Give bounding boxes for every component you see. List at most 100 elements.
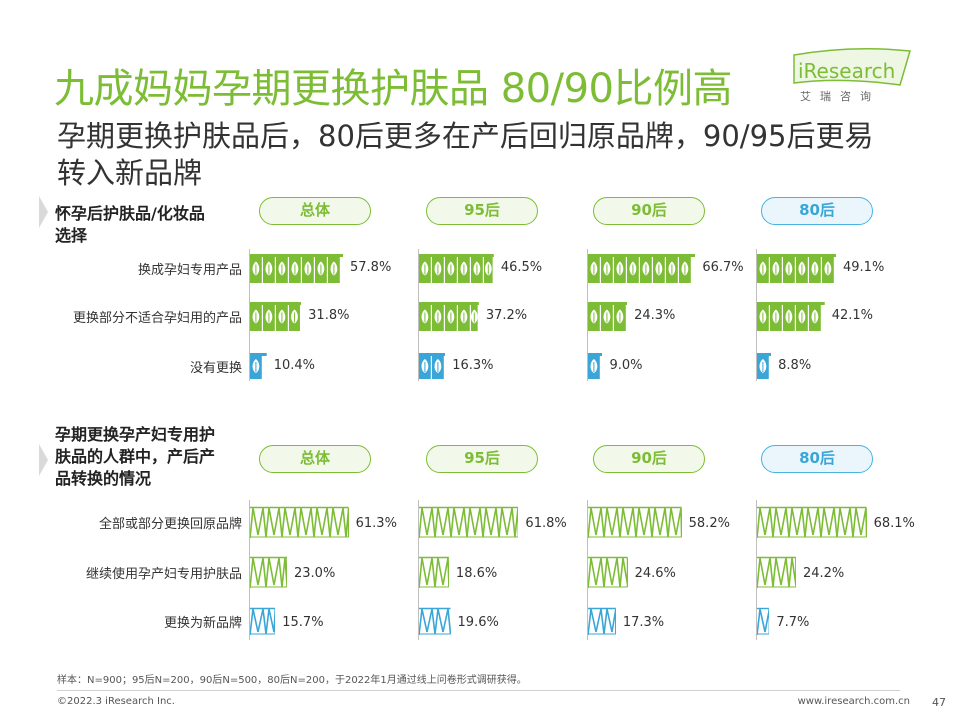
axis-line	[587, 500, 588, 640]
bar-mark	[250, 556, 287, 588]
bar-top-band	[419, 301, 479, 305]
data-label: 61.8%	[525, 516, 567, 531]
bar-mark	[757, 253, 836, 283]
bar-top-band	[588, 253, 696, 257]
data-label: 10.4%	[273, 358, 316, 373]
category-label: 全部或部分更换回原品牌	[98, 517, 242, 532]
group-pill: 95后	[426, 445, 538, 473]
copyright: ©2022.3 iResearch Inc.	[57, 696, 175, 707]
axis-line	[756, 249, 757, 381]
wave-line	[588, 608, 616, 635]
axis-line	[418, 500, 419, 640]
wave-line	[419, 507, 519, 538]
bar-mark	[588, 607, 616, 635]
bar-mark	[419, 556, 449, 588]
group-pill: 90后	[593, 445, 705, 473]
data-label: 7.7%	[776, 615, 810, 630]
data-label: 24.6%	[634, 566, 676, 581]
wave-line	[588, 507, 682, 538]
bar-mark	[419, 506, 519, 538]
logo-wordmark: iResearch	[798, 59, 896, 83]
footnote: 样本：N=900；95后N=200，90后N=500，80后N=200，于202…	[57, 675, 527, 686]
section1-label: 怀孕后护肤品/化妆品 选择	[55, 204, 205, 245]
bar-mark	[419, 253, 494, 283]
iresearch-logo: iResearch 艾瑞咨询	[792, 47, 914, 109]
group-pill: 总体	[259, 445, 371, 473]
data-label: 24.2%	[802, 566, 845, 581]
section1-arrow	[39, 196, 48, 228]
logo-subtitle: 艾瑞咨询	[800, 90, 880, 103]
wave-line	[250, 507, 349, 538]
bar-mark	[588, 506, 682, 538]
data-label: 15.7%	[282, 615, 324, 630]
bar-mark	[757, 607, 770, 635]
wave-line	[419, 557, 449, 588]
data-label: 9.0%	[609, 358, 643, 373]
website-url: www.iresearch.com.cn	[797, 696, 910, 707]
data-label: 37.2%	[485, 308, 528, 323]
data-label: 8.8%	[778, 358, 812, 373]
bar-mark	[588, 253, 696, 283]
data-label: 23.0%	[294, 566, 336, 581]
data-label: 19.6%	[457, 615, 499, 630]
category-label: 没有更换	[189, 361, 242, 376]
wave-line	[419, 608, 451, 635]
wave-line	[757, 608, 770, 635]
bar-top-band	[588, 353, 603, 356]
bar-top-band	[757, 253, 836, 257]
group-pill: 80后	[761, 445, 873, 473]
bar-mark	[757, 556, 796, 588]
bar-mark	[250, 301, 302, 331]
footer-divider	[57, 690, 900, 691]
bar-top-band	[757, 353, 772, 356]
data-label: 61.3%	[355, 516, 397, 531]
axis-line	[756, 500, 757, 640]
bar-top-band	[757, 301, 825, 305]
group-pill: 90后	[593, 197, 705, 225]
bar-mark	[419, 301, 479, 331]
axis-line	[249, 500, 250, 640]
bar-mark	[588, 353, 603, 379]
bar-top-band	[250, 301, 302, 305]
wave-line	[757, 507, 867, 538]
data-label: 18.6%	[455, 566, 498, 581]
bar-mark	[757, 506, 867, 538]
category-label: 更换为新品牌	[163, 616, 242, 631]
bar-mark	[250, 506, 349, 538]
data-label: 66.7%	[702, 260, 744, 275]
group-pill: 80后	[761, 197, 873, 225]
wave-line	[588, 557, 628, 588]
category-label: 继续使用孕产妇专用护肤品	[85, 567, 242, 582]
wave-line	[757, 557, 796, 588]
bar-top-band	[419, 253, 494, 257]
bar-mark	[588, 301, 628, 331]
bar-mark	[250, 607, 276, 635]
wave-line	[250, 608, 276, 635]
bar-top-band	[419, 353, 446, 356]
data-label: 46.5%	[500, 260, 543, 275]
page-title: 九成妈妈孕期更换护肤品 80/90比例高	[54, 66, 733, 112]
page-subtitle: 孕期更换护肤品后，80后更多在产后回归原品牌，90/95后更易转入新品牌	[57, 119, 874, 190]
data-label: 16.3%	[452, 358, 494, 373]
axis-line	[418, 249, 419, 381]
bar-mark	[757, 301, 825, 331]
page-number: 47	[932, 696, 946, 709]
data-label: 31.8%	[308, 308, 350, 323]
axis-line	[249, 249, 250, 381]
data-label: 42.1%	[831, 308, 874, 323]
bar-mark	[250, 253, 343, 283]
data-label: 58.2%	[688, 516, 730, 531]
data-label: 17.3%	[622, 615, 665, 630]
bar-top-band	[588, 301, 628, 305]
section2-label: 孕期更换孕产妇专用护 肤品的人群中，产后产 品转换的情况	[55, 425, 216, 488]
wave-line	[250, 557, 287, 588]
group-pill: 总体	[259, 197, 371, 225]
bar-mark	[757, 353, 772, 379]
bar-mark	[419, 353, 446, 379]
bar-mark	[588, 556, 628, 588]
category-label: 换成孕妇专用产品	[137, 263, 242, 278]
logo-leaf-icon	[793, 48, 911, 86]
bar-top-band	[250, 253, 343, 257]
group-pill: 95后	[426, 197, 538, 225]
section2-arrow	[39, 444, 48, 476]
